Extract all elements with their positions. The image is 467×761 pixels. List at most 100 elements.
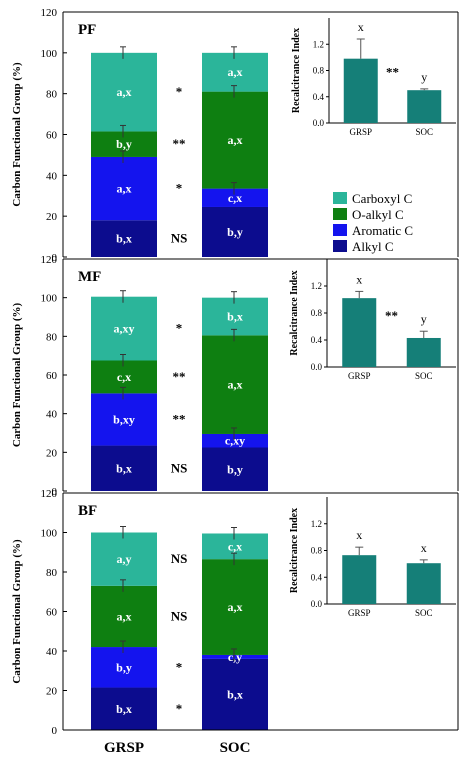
legend-swatch — [333, 192, 347, 204]
bar-segment — [91, 647, 157, 688]
bar-segment — [202, 447, 268, 491]
y-tick-label: 120 — [41, 488, 58, 500]
y-tick-label: 40 — [46, 646, 58, 658]
inset-category-label: SOC — [415, 127, 433, 137]
segment-label: b,x — [227, 687, 243, 701]
bar-segment — [91, 687, 157, 730]
legend-label: Alkyl C — [352, 239, 394, 254]
inset-tick-label: 1.2 — [311, 519, 322, 529]
significance-mark: ** — [173, 411, 186, 426]
inset-tick-label: 0.0 — [313, 118, 325, 128]
bar-segment — [202, 654, 268, 659]
inset-category-label: GRSP — [348, 371, 371, 381]
legend-swatch — [333, 240, 347, 252]
bar-segment — [202, 433, 268, 448]
significance-mark: NS — [171, 551, 188, 566]
segment-label: b,y — [116, 137, 132, 151]
inset-letter: x — [358, 20, 364, 34]
inset-tick-label: 0.4 — [313, 92, 325, 102]
inset-category-label: GRSP — [348, 608, 371, 618]
bar-segment — [91, 131, 157, 157]
inset-bar — [406, 563, 441, 604]
bar-segment — [91, 393, 157, 446]
inset-tick-label: 0.8 — [311, 308, 323, 318]
y-tick-label: 80 — [46, 567, 58, 579]
segment-label: b,x — [116, 702, 132, 716]
panel-label: PF — [78, 22, 96, 38]
significance-mark: * — [176, 659, 183, 674]
bar-segment — [91, 532, 157, 586]
inset-tick-label: 0.8 — [313, 66, 325, 76]
segment-label: c,xy — [225, 434, 245, 448]
inset-tick-label: 1.2 — [313, 39, 324, 49]
significance-mark: * — [176, 181, 183, 196]
panel-mf: 0 20 40 60 80 100 120 Carbon Functional Group (… — [11, 254, 459, 498]
bar-segment — [91, 52, 157, 132]
segment-label: b,x — [227, 310, 243, 324]
segment-label: a,x — [228, 133, 243, 147]
y-tick-label: 20 — [46, 447, 58, 459]
y-tick-label: 100 — [41, 48, 58, 60]
inset-tick-label: 1.2 — [311, 281, 322, 291]
y-axis-title: Carbon Functional Group (%) — [11, 62, 23, 207]
significance-mark: * — [176, 84, 183, 99]
significance-mark: * — [176, 701, 183, 716]
y-tick-label: 100 — [41, 528, 58, 540]
x-category-label: GRSP — [104, 740, 144, 756]
inset-letter: x — [421, 541, 427, 555]
legend-label: O-alkyl C — [352, 207, 404, 222]
inset-y-axis-title: Recalcitrance Index — [289, 270, 300, 355]
inset-bar — [407, 90, 442, 123]
inset-tick-label: 0.0 — [311, 362, 323, 372]
legend-swatch — [333, 224, 347, 236]
bar-segment — [91, 156, 157, 221]
inset-category-label: SOC — [415, 608, 433, 618]
panel-pf: 0 20 40 60 80 100 120 Carbon Functional Group (… — [11, 7, 459, 264]
bar-segment — [91, 220, 157, 257]
bar-segment — [202, 559, 268, 655]
significance-mark: * — [176, 321, 183, 336]
inset-tick-label: 0.4 — [311, 572, 323, 582]
segment-label: b,xy — [113, 412, 135, 426]
segment-label: a,xy — [114, 322, 135, 336]
inset-pf: 0.0 0.4 0.8 1.2 Recalcitrance Index x GRSP y SOC… — [291, 18, 456, 137]
y-tick-label: 40 — [46, 170, 58, 182]
bar-segment — [202, 91, 268, 189]
significance-mark: NS — [171, 608, 188, 623]
bar-segment — [91, 360, 157, 394]
inset-y-axis-title: Recalcitrance Index — [289, 508, 300, 593]
y-tick-label: 60 — [46, 607, 58, 619]
inset-letter: x — [356, 272, 362, 286]
inset-tick-label: 0.0 — [311, 599, 323, 609]
legend-label: Carboxyl C — [352, 191, 412, 206]
significance-mark: ** — [173, 136, 186, 151]
segment-label: b,y — [227, 462, 243, 476]
y-tick-label: 100 — [41, 293, 58, 305]
bar-segment — [202, 206, 268, 257]
y-axis-title: Carbon Functional Group (%) — [11, 302, 23, 447]
legend-label: Aromatic C — [352, 223, 413, 238]
inset-tick-label: 0.8 — [311, 546, 323, 556]
x-category-label: SOC — [220, 740, 251, 756]
inset-bar — [406, 337, 441, 367]
panel-bf: 0 20 40 60 80 100 120 Carbon Functional Group (… — [11, 488, 459, 737]
inset-category-label: GRSP — [349, 127, 372, 137]
inset-bar — [342, 555, 377, 604]
bar-segment — [202, 335, 268, 434]
y-tick-label: 0 — [52, 486, 58, 498]
segment-label: b,y — [116, 660, 132, 674]
panel-label: MF — [78, 269, 101, 285]
inset-significance: ** — [385, 308, 398, 323]
inset-y-axis-title: Recalcitrance Index — [291, 28, 302, 113]
panel-label: BF — [78, 503, 97, 519]
segment-label: a,x — [228, 378, 243, 392]
legend-swatch — [333, 208, 347, 220]
significance-mark: NS — [171, 460, 188, 475]
y-tick-label: 0 — [52, 725, 58, 737]
bar-segment — [202, 658, 268, 730]
segment-label: a,x — [117, 609, 132, 623]
segment-label: a,y — [117, 552, 132, 566]
y-tick-label: 20 — [46, 211, 58, 223]
y-tick-label: 80 — [46, 331, 58, 343]
